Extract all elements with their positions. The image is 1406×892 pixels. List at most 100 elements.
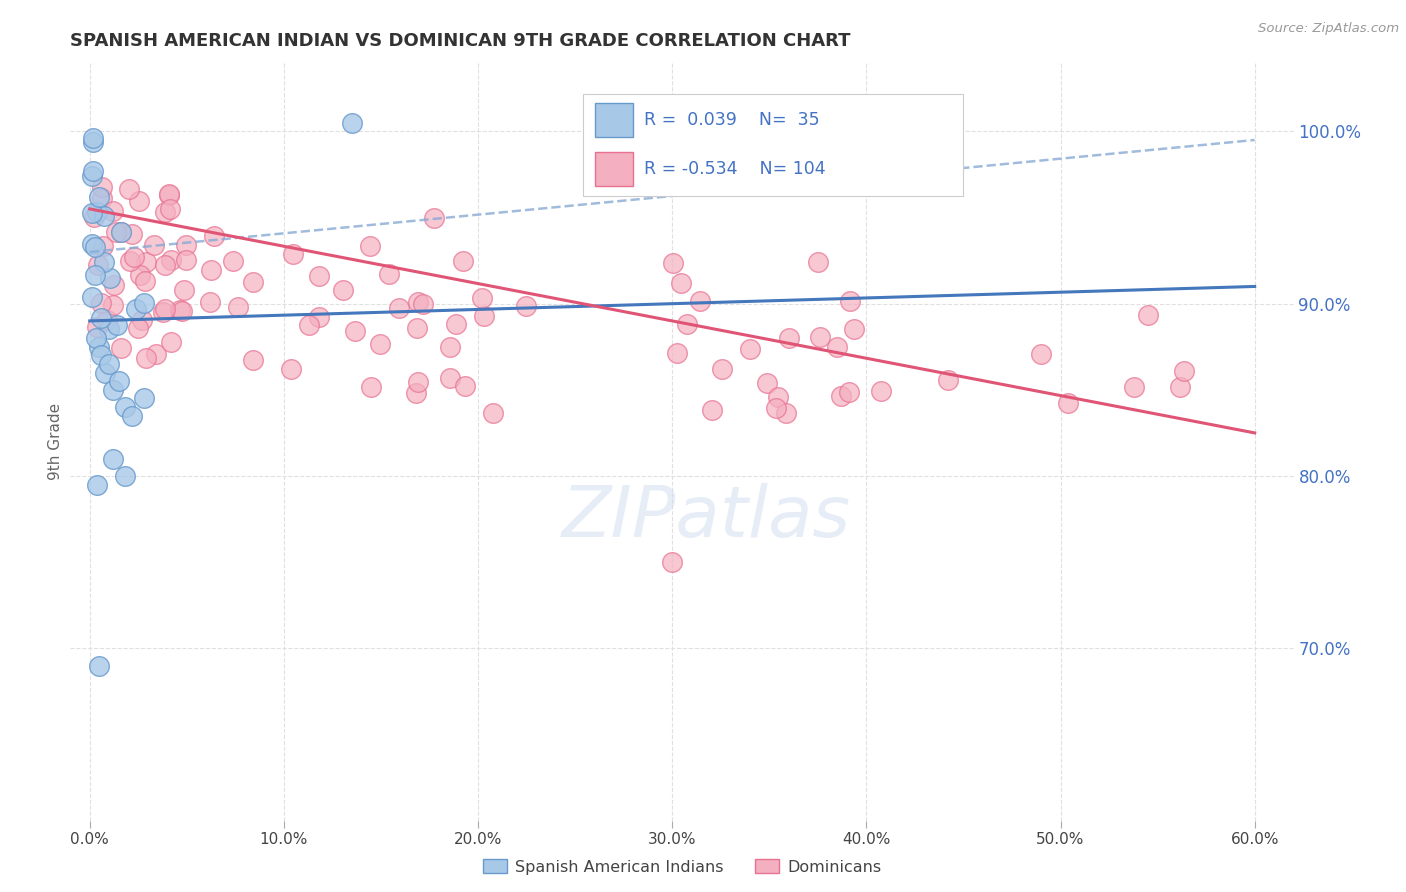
- Point: [84, 331, 107, 345]
- Point: [84, 240, 107, 254]
- Point: [80, 290, 103, 304]
- Point: [155, 204, 177, 219]
- Point: [423, 211, 446, 226]
- Point: [370, 337, 392, 351]
- Point: [87, 258, 110, 272]
- Point: [86, 319, 108, 334]
- Point: [170, 304, 193, 318]
- Point: [110, 225, 132, 239]
- Point: [808, 330, 831, 344]
- Point: [222, 253, 245, 268]
- Point: [159, 202, 181, 216]
- Point: [87, 189, 110, 203]
- Point: [666, 346, 689, 360]
- Point: [775, 406, 797, 420]
- Point: [135, 351, 157, 366]
- Point: [472, 309, 495, 323]
- Point: [454, 379, 477, 393]
- Point: [107, 318, 129, 332]
- Point: [778, 331, 800, 345]
- Point: [82, 135, 104, 149]
- Text: R = -0.534    N= 104: R = -0.534 N= 104: [644, 160, 825, 178]
- Point: [825, 340, 848, 354]
- Point: [157, 186, 180, 201]
- Point: [93, 255, 115, 269]
- Point: [132, 392, 155, 406]
- Point: [226, 300, 249, 314]
- Point: [134, 296, 156, 310]
- Point: [332, 284, 354, 298]
- Point: [936, 373, 959, 387]
- Point: [870, 384, 893, 398]
- Point: [104, 225, 127, 239]
- Point: [406, 375, 429, 389]
- Point: [89, 658, 111, 673]
- Point: [159, 253, 181, 268]
- Legend: Spanish American Indians, Dominicans: Spanish American Indians, Dominicans: [477, 853, 887, 881]
- Point: [298, 318, 321, 332]
- Point: [108, 374, 131, 388]
- Point: [110, 225, 132, 239]
- Point: [360, 380, 382, 394]
- Point: [91, 191, 114, 205]
- Point: [131, 313, 153, 327]
- Point: [340, 116, 363, 130]
- Point: [94, 366, 117, 380]
- Point: [128, 194, 150, 208]
- Point: [134, 274, 156, 288]
- Point: [128, 268, 150, 282]
- Point: [90, 310, 112, 325]
- Point: [82, 236, 104, 251]
- Point: [676, 317, 699, 331]
- Point: [135, 255, 157, 269]
- Point: [101, 451, 124, 466]
- Point: [82, 131, 104, 145]
- Point: [82, 169, 104, 183]
- Y-axis label: 9th Grade: 9th Grade: [48, 403, 63, 480]
- Point: [1056, 395, 1078, 409]
- Point: [96, 313, 118, 327]
- Point: [110, 341, 132, 355]
- Point: [98, 357, 121, 371]
- Point: [765, 401, 787, 415]
- Point: [308, 269, 330, 284]
- Point: [378, 267, 401, 281]
- Point: [118, 181, 141, 195]
- Point: [359, 239, 381, 253]
- Bar: [595, 153, 633, 186]
- Point: [121, 409, 143, 423]
- Point: [308, 310, 330, 324]
- Point: [439, 371, 461, 385]
- Point: [174, 238, 197, 252]
- Point: [405, 385, 427, 400]
- Point: [280, 362, 302, 376]
- Point: [661, 256, 683, 270]
- Point: [127, 320, 149, 334]
- Text: R =  0.039    N=  35: R = 0.039 N= 35: [644, 111, 820, 128]
- Point: [103, 277, 125, 292]
- Point: [711, 362, 734, 376]
- Point: [756, 376, 779, 390]
- Point: [173, 284, 195, 298]
- Point: [152, 305, 174, 319]
- Point: [453, 254, 475, 268]
- Point: [169, 302, 191, 317]
- FancyBboxPatch shape: [583, 94, 963, 196]
- Point: [121, 227, 143, 241]
- Point: [120, 253, 142, 268]
- Point: [159, 334, 181, 349]
- Point: [838, 294, 860, 309]
- Point: [1168, 379, 1191, 393]
- Point: [439, 340, 461, 354]
- Point: [86, 477, 108, 491]
- Point: [700, 403, 723, 417]
- Point: [86, 204, 108, 219]
- Point: [202, 229, 225, 244]
- Point: [740, 342, 762, 356]
- Point: [482, 406, 505, 420]
- Point: [125, 302, 148, 317]
- Point: [83, 211, 105, 225]
- Point: [661, 555, 683, 569]
- Bar: [595, 103, 633, 136]
- Point: [406, 321, 429, 335]
